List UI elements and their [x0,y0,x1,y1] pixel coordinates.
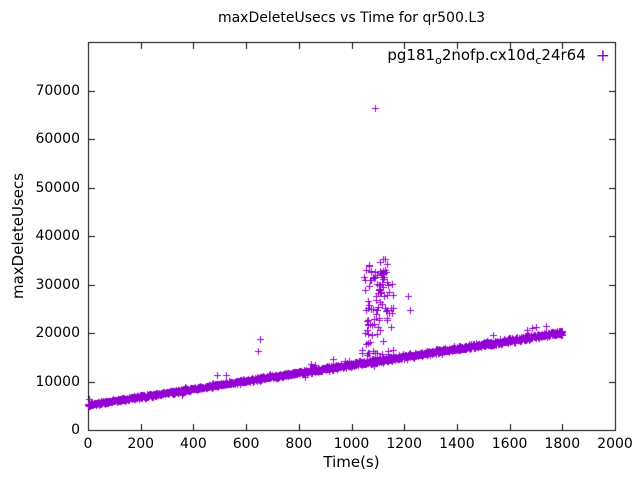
y-tick-label: 70000 [35,82,80,99]
y-tick-label: 0 [71,422,80,438]
legend-series-label: pg181o2nofp.cx10dc24r64 [387,46,585,67]
x-tick-label: 1600 [491,436,528,452]
x-tick-label: 400 [180,436,207,452]
x-tick-label: 1000 [333,436,370,452]
x-tick-label: 2000 [597,436,633,452]
y-tick-label: 20000 [35,325,80,341]
y-tick-label: 60000 [35,131,80,147]
x-tick-label: 1400 [439,436,475,452]
chart-title: maxDeleteUsecs vs Time for qr500.L3 [217,10,486,26]
x-tick-label: 800 [285,436,313,452]
legend-label-part: 2nofp.cx10d [441,46,536,64]
x-tick-label: 1200 [386,436,423,452]
legend-plus-marker: + [595,46,610,66]
x-tick-label: 1800 [544,436,581,452]
y-tick-label: 40000 [35,228,80,244]
y-tick-label: 30000 [35,276,80,293]
x-tick-label: 600 [232,436,260,452]
legend-label-part: o [435,54,442,67]
x-axis-label: Time(s) [323,453,380,471]
x-tick-label: 0 [83,436,93,452]
y-axis-label: maxDeleteUsecs [9,172,27,300]
y-tick-label: 50000 [35,179,80,196]
y-tick-label: 10000 [35,373,80,390]
legend-label-part: pg181 [387,46,436,64]
legend-label-part: 24r64 [541,46,586,64]
legend-label-part: c [535,54,542,67]
legend: pg181o2nofp.cx10dc24r64 + [387,46,610,67]
x-tick-label: 200 [127,436,155,452]
